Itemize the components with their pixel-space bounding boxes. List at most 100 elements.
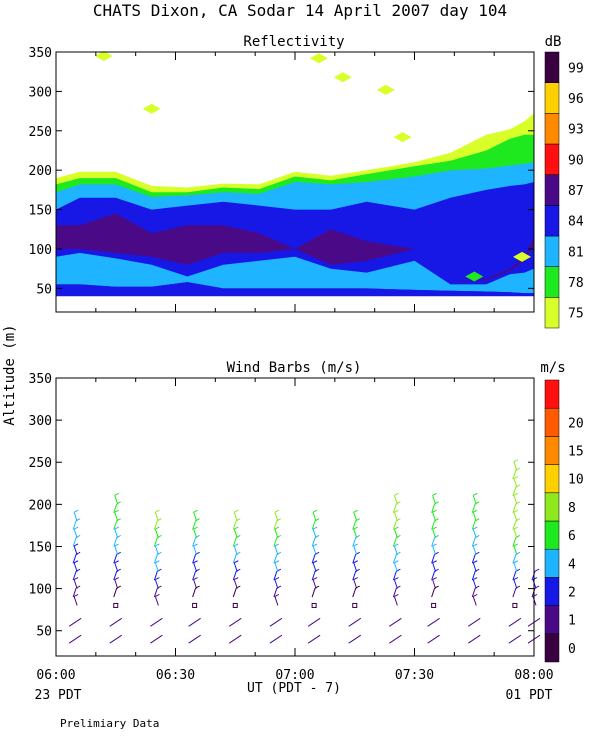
wind-barb xyxy=(352,587,357,598)
wind-barb xyxy=(508,617,522,627)
wind-barb-flag xyxy=(432,526,437,530)
wind-barb xyxy=(311,537,316,547)
reflectivity-title: Reflectivity xyxy=(243,34,344,50)
wind-barb xyxy=(472,562,477,572)
wind-barb-flag xyxy=(473,509,478,513)
wind-barb xyxy=(274,512,279,522)
wind-barb xyxy=(472,545,477,556)
wind-barb xyxy=(467,634,481,644)
wind-barb xyxy=(513,562,518,572)
wind-barb-flag xyxy=(473,526,478,530)
wind-barb xyxy=(274,545,279,556)
wind-barb-flag xyxy=(534,568,540,572)
wind-barb xyxy=(273,571,278,581)
wind-colorbar-label: 6 xyxy=(568,529,576,544)
wind-barb xyxy=(154,528,159,539)
wind-barb-flag xyxy=(473,492,478,496)
wind-barb xyxy=(311,571,316,581)
refl-ytick-label: 100 xyxy=(29,243,52,258)
refl-patch-2 xyxy=(309,53,328,64)
wind-barb-flag xyxy=(394,594,399,597)
wind-colorbar-swatch xyxy=(544,548,560,578)
wind-barb-flag xyxy=(234,577,239,581)
wind-barb-flag xyxy=(155,526,160,530)
wind-barb-flag xyxy=(155,577,160,581)
wind-colorbar-label: 1 xyxy=(568,614,576,629)
wind-barb xyxy=(193,545,198,556)
wind-barb xyxy=(269,617,283,627)
wind-barb xyxy=(431,537,436,547)
wind-barb xyxy=(431,587,436,598)
wind-barb xyxy=(312,528,317,539)
wind-barb xyxy=(352,537,357,547)
wind-barb xyxy=(273,537,278,547)
wind-barb xyxy=(154,545,159,556)
wind-barb-flag xyxy=(513,476,519,479)
x-axis-label: UT (PDT - 7) xyxy=(247,681,341,696)
wind-colorbar-unit: m/s xyxy=(540,360,565,376)
wind-barb xyxy=(114,512,119,522)
wind-barb xyxy=(393,495,398,505)
wind-barb-flag xyxy=(394,526,399,530)
wind-barb xyxy=(513,545,518,556)
wind-barb xyxy=(512,587,517,598)
wind-barb xyxy=(73,545,78,556)
wind-calm-marker xyxy=(192,602,198,608)
wind-frame xyxy=(55,377,535,657)
x-right-sublabel: 01 PDT xyxy=(506,688,553,703)
wind-barb xyxy=(512,571,517,581)
wind-barb xyxy=(269,634,283,644)
wind-barb-flag xyxy=(394,560,399,564)
refl-colorbar-label: 90 xyxy=(568,153,584,168)
wind-barb xyxy=(312,579,317,589)
wind-barb xyxy=(114,545,119,556)
wind-barb xyxy=(431,503,436,513)
wind-barb xyxy=(471,537,476,547)
refl-patch-6 xyxy=(465,271,484,282)
wind-barb xyxy=(113,520,118,530)
wind-barb xyxy=(233,562,238,572)
wind-barb xyxy=(188,617,201,627)
wind-barb xyxy=(432,495,437,505)
wind-barb xyxy=(232,587,237,598)
refl-colorbar-swatch xyxy=(544,174,560,206)
wind-barb xyxy=(392,571,397,581)
wind-colorbar-swatch xyxy=(544,407,560,437)
wind-xtick-label: 08:00 xyxy=(514,668,553,683)
wind-ytick-label: 200 xyxy=(29,498,52,513)
wind-barb xyxy=(307,617,321,627)
wind-xtick-label: 06:30 xyxy=(156,668,195,683)
wind-barb xyxy=(228,617,242,627)
wind-barb xyxy=(232,520,237,530)
wind-barb xyxy=(427,634,440,644)
wind-colorbar-swatch xyxy=(544,605,560,635)
wind-barb-flag xyxy=(513,526,519,530)
wind-barb xyxy=(232,554,237,564)
wind-barb xyxy=(274,562,279,572)
wind-xtick-label: 07:00 xyxy=(275,668,314,683)
wind-barb-flag xyxy=(353,577,358,581)
wind-barb-flag xyxy=(73,577,79,581)
wind-barb xyxy=(512,469,517,480)
refl-colorbar-swatch xyxy=(544,297,560,329)
wind-barb xyxy=(393,562,398,572)
wind-barb xyxy=(232,537,237,547)
wind-barb xyxy=(353,512,358,522)
wind-ytick-label: 100 xyxy=(29,583,52,598)
wind-barb-flag xyxy=(114,543,119,547)
wind-ytick-label: 300 xyxy=(29,414,52,429)
refl-colorbar-swatch xyxy=(544,113,560,145)
wind-barb xyxy=(73,562,78,572)
wind-barb-flag xyxy=(473,543,478,547)
wind-barb-flag xyxy=(473,594,478,597)
wind-barb-flag xyxy=(155,509,160,513)
wind-barb xyxy=(193,579,198,589)
wind-barb xyxy=(113,571,118,581)
wind-barb xyxy=(471,503,476,513)
wind-barb xyxy=(150,617,163,627)
refl-colorbar-label: 78 xyxy=(568,276,584,291)
wind-barb xyxy=(193,512,198,522)
refl-colorbar-swatch xyxy=(544,82,560,114)
wind-colorbar-swatch xyxy=(544,492,560,522)
